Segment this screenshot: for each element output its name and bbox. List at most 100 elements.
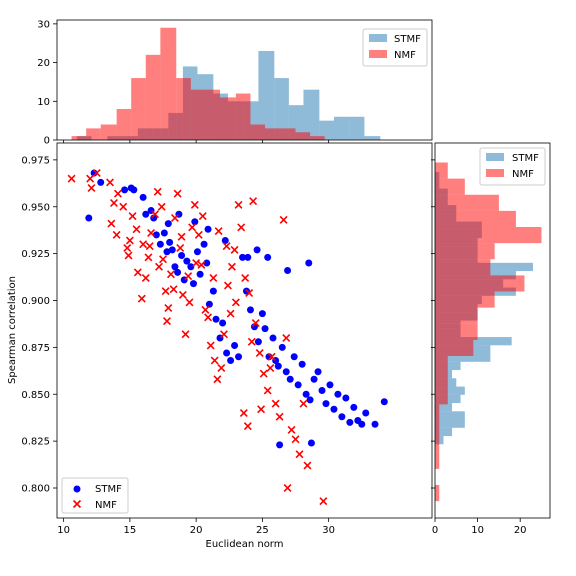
scatter-point-nmf xyxy=(201,305,210,314)
scatter-point-nmf xyxy=(144,253,153,262)
scatter-point-stmf xyxy=(227,357,235,364)
scatter-point-stmf xyxy=(209,287,217,295)
scatter-point-nmf xyxy=(263,386,272,395)
top-histogram-legend: STMF NMF xyxy=(362,28,428,67)
scatter-point-stmf xyxy=(358,420,366,428)
right-histogram-y-ticks xyxy=(431,159,435,489)
top-histogram-bar-nmf xyxy=(116,109,132,140)
scatter-point-nmf xyxy=(147,229,156,237)
scatter-point-nmf xyxy=(132,225,141,234)
top-y-tick-label: 10 xyxy=(37,97,50,108)
scatter-x-tick-label: 10 xyxy=(57,525,70,536)
top-histogram-bar-nmf xyxy=(205,89,220,140)
scatter-y-ticks: 0.800 0.825 0.850 0.875 0.900 0.925 0.950 0.975 xyxy=(21,155,57,495)
scatter-point-nmf xyxy=(157,202,166,211)
y-axis-title: Spearman correlation xyxy=(7,276,18,384)
scatter-point-stmf xyxy=(282,368,290,376)
scatter-point-nmf xyxy=(128,212,137,221)
scatter-x-tick-label: 20 xyxy=(190,525,203,536)
right-legend-label-nmf: NMF xyxy=(512,169,534,180)
scatter-y-tick-label: 0.975 xyxy=(21,155,50,166)
right-histogram-bar-nmf xyxy=(435,323,478,340)
scatter-point-stmf xyxy=(254,338,262,346)
right-histogram-bar-nmf xyxy=(435,452,440,469)
scatter-point-nmf xyxy=(255,349,264,357)
right-x-tick-label: 10 xyxy=(471,525,484,536)
right-x-tick-label: 0 xyxy=(432,525,438,536)
scatter-point-nmf xyxy=(227,262,236,271)
scatter-point-stmf xyxy=(298,360,306,368)
scatter-point-stmf xyxy=(334,390,342,398)
scatter-point-stmf xyxy=(310,375,318,383)
scatter-points xyxy=(67,169,388,506)
top-histogram-bar-nmf xyxy=(295,132,311,140)
scatter-point-stmf xyxy=(276,441,284,449)
scatter-y-tick-label: 0.925 xyxy=(21,249,50,260)
scatter-point-nmf xyxy=(184,272,193,281)
scatter-point-nmf xyxy=(110,199,118,207)
top-histogram-bar-nmf xyxy=(235,93,251,140)
scatter-point-stmf xyxy=(322,400,330,408)
scatter-point-nmf xyxy=(145,242,154,251)
scatter-point-nmf xyxy=(178,290,187,299)
x-axis-title: Euclidean norm xyxy=(206,539,284,550)
scatter-point-nmf xyxy=(223,281,232,290)
scatter-point-nmf xyxy=(209,274,218,282)
scatter-point-stmf xyxy=(362,409,370,417)
right-histogram-bar-nmf xyxy=(435,388,448,405)
scatter-point-stmf xyxy=(139,193,147,201)
scatter-point-nmf xyxy=(197,260,206,269)
scatter-point-nmf xyxy=(295,450,304,459)
scatter-point-nmf xyxy=(279,215,288,224)
scatter-y-tick-label: 0.825 xyxy=(21,437,50,448)
scatter-point-stmf xyxy=(212,315,220,323)
right-histogram-bar-stmf xyxy=(435,386,465,395)
scatter-point-nmf xyxy=(190,200,199,209)
scatter-point-stmf xyxy=(239,253,247,261)
scatter-point-nmf xyxy=(164,304,173,312)
scatter-point-stmf xyxy=(318,387,326,394)
scatter-point-nmf xyxy=(230,245,239,254)
scatter-point-nmf xyxy=(299,399,308,408)
scatter-point-nmf xyxy=(161,287,170,296)
scatter-legend-marker-stmf xyxy=(73,485,81,493)
scatter-point-nmf xyxy=(222,242,231,251)
scatter-point-nmf xyxy=(194,230,203,239)
scatter-point-stmf xyxy=(346,418,354,426)
scatter-point-nmf xyxy=(139,240,148,249)
right-legend-swatch-nmf xyxy=(486,169,504,177)
scatter-point-stmf xyxy=(163,248,171,256)
scatter-point-stmf xyxy=(371,420,379,428)
right-histogram-bar-nmf xyxy=(435,194,499,211)
scatter-point-stmf xyxy=(235,353,243,361)
scatter-point-stmf xyxy=(274,362,282,370)
scatter-point-stmf xyxy=(290,353,298,361)
right-histogram-bar-nmf xyxy=(435,178,465,195)
scatter-point-nmf xyxy=(107,219,116,228)
top-histogram-bar-nmf xyxy=(71,136,87,140)
scatter-point-stmf xyxy=(187,263,195,271)
scatter-point-nmf xyxy=(87,184,96,192)
scatter-frame xyxy=(56,142,433,519)
scatter-point-stmf xyxy=(121,186,129,194)
right-histogram-bar-stmf xyxy=(435,403,453,412)
scatter-point-stmf xyxy=(350,403,358,411)
top-legend-swatch-stmf xyxy=(369,34,387,42)
top-histogram-frame xyxy=(56,19,433,141)
right-histogram-bar-nmf xyxy=(435,372,448,389)
main-scatter-plot: 10 15 20 25 30 0.800 0.825 0.850 0.875 0.900 0.92… xyxy=(7,142,433,550)
scatter-point-nmf xyxy=(153,187,162,196)
scatter-point-nmf xyxy=(319,497,328,506)
scatter-point-nmf xyxy=(283,484,292,492)
right-histogram-bar-nmf xyxy=(435,420,440,437)
scatter-point-stmf xyxy=(244,253,252,261)
scatter-point-nmf xyxy=(210,356,219,365)
scatter-point-stmf xyxy=(314,368,322,376)
scatter-point-stmf xyxy=(189,280,197,288)
right-histogram-frame xyxy=(434,142,551,519)
top-histogram-bar-nmf xyxy=(131,78,146,140)
scatter-point-stmf xyxy=(284,267,292,274)
scatter-point-nmf xyxy=(133,268,142,277)
top-histogram-bar-nmf xyxy=(145,54,161,140)
scatter-point-stmf xyxy=(269,334,277,342)
